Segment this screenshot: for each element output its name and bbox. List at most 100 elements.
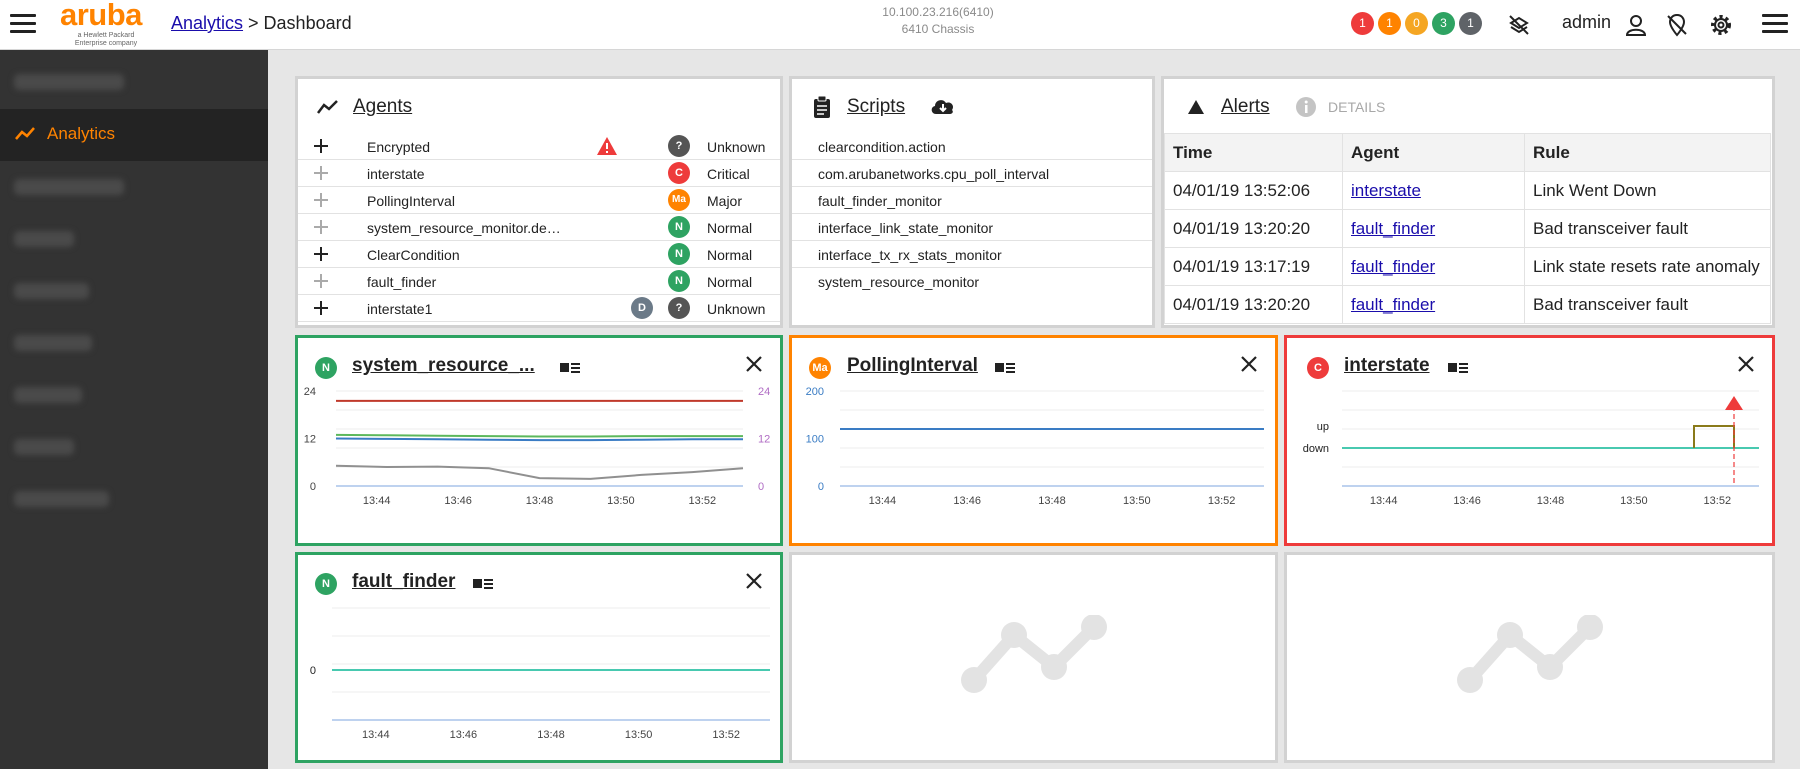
agent-status-circle: C [668, 162, 690, 184]
alerts-column-header[interactable]: Agent [1342, 133, 1525, 172]
agents-title[interactable]: Agents [353, 96, 413, 117]
sidebar-item-hidden-7[interactable] [0, 421, 268, 473]
alert-agent-link[interactable]: fault_finder [1351, 294, 1436, 314]
cloud-download-icon[interactable] [929, 95, 957, 117]
agent-row[interactable]: ClearCondition N Normal [298, 241, 780, 268]
alerts-cell: interstate [1342, 171, 1525, 210]
user-icon[interactable] [1623, 12, 1649, 38]
expand-plus-icon[interactable] [313, 246, 329, 262]
close-icon[interactable] [1736, 354, 1756, 374]
gear-icon[interactable] [1708, 12, 1734, 38]
agent-name: ClearCondition [367, 247, 460, 263]
sidebar-item-analytics[interactable]: Analytics [0, 109, 268, 161]
layers-off-icon[interactable] [1506, 12, 1532, 38]
y-tick-label: 100 [806, 434, 824, 446]
graph-legend-icon[interactable] [559, 361, 581, 375]
alert-count-badge[interactable]: 1 [1459, 12, 1482, 35]
empty-chart-placeholder-icon [961, 615, 1107, 693]
graph-legend-icon[interactable] [1447, 361, 1469, 375]
graph-legend-icon[interactable] [472, 577, 494, 591]
agent-status: Normal [707, 247, 753, 263]
alert-cell-text: Link state resets rate anomaly [1533, 256, 1760, 276]
chart-title[interactable]: fault_finder [352, 571, 456, 592]
alerts-title[interactable]: Alerts [1221, 96, 1270, 117]
script-row[interactable]: interface_link_state_monitor [792, 214, 1152, 241]
alert-cell-text: Bad transceiver fault [1533, 294, 1688, 314]
expand-plus-icon[interactable] [313, 165, 329, 181]
x-tick-label: 13:50 [607, 495, 635, 507]
script-row[interactable]: interface_tx_rx_stats_monitor [792, 241, 1152, 268]
x-tick-label: 13:48 [537, 729, 565, 741]
agent-row[interactable]: PollingInterval Ma Major [298, 187, 780, 214]
alerts-column-header[interactable]: Time [1164, 133, 1343, 172]
agents-panel: Agents Encrypted? Unknown interstate C Criti… [295, 76, 783, 328]
graph-legend-icon[interactable] [994, 361, 1016, 375]
alerts-table: Time Agent Rule 04/01/19 13:52:06 interstat… [1164, 133, 1771, 324]
expand-plus-icon[interactable] [313, 138, 329, 154]
breadcrumb-separator: > [243, 13, 264, 33]
alerts-cell: Link Went Down [1524, 171, 1771, 210]
alert-agent-link[interactable]: fault_finder [1351, 256, 1436, 276]
sidebar-item-hidden-2[interactable] [0, 161, 268, 213]
x-tick-label: 13:44 [362, 729, 390, 741]
sidebar-item-hidden-4[interactable] [0, 265, 268, 317]
agent-row[interactable]: fault_finder N Normal [298, 268, 780, 295]
sidebar-item-hidden-5[interactable] [0, 317, 268, 369]
scripts-title[interactable]: Scripts [847, 96, 906, 117]
x-tick-label: 13:48 [526, 495, 554, 507]
x-tick-label: 13:44 [869, 495, 897, 507]
alert-count-badge[interactable]: 0 [1405, 12, 1428, 35]
alert-agent-link[interactable]: fault_finder [1351, 218, 1436, 238]
menu-icon[interactable] [10, 14, 36, 34]
info-icon[interactable] [1295, 96, 1317, 118]
event-marker-triangle[interactable] [1725, 396, 1743, 410]
location-off-icon[interactable] [1664, 12, 1690, 38]
alert-count-badge[interactable]: 1 [1351, 12, 1374, 35]
x-tick-label: 13:46 [450, 729, 478, 741]
chart-title[interactable]: interstate [1344, 355, 1430, 376]
alert-count-badge[interactable]: 1 [1378, 12, 1401, 35]
chart-card-system-resource: N system_resource_... 13:44 13:46 13:48 13:… [295, 335, 783, 546]
expand-plus-icon[interactable] [313, 192, 329, 208]
agent-row[interactable]: interstate C Critical [298, 160, 780, 187]
script-row[interactable]: system_resource_monitor [792, 268, 1152, 295]
sidebar-item-hidden-6[interactable] [0, 369, 268, 421]
empty-chart-slot-1[interactable] [789, 552, 1278, 763]
x-tick-label: 13:52 [1208, 495, 1236, 507]
x-tick-label: 13:48 [1038, 495, 1066, 507]
close-icon[interactable] [744, 571, 764, 591]
more-menu-icon[interactable] [1762, 14, 1788, 34]
agent-name: interstate [367, 166, 425, 182]
chart-title[interactable]: system_resource_... [352, 355, 535, 376]
agent-row[interactable]: interstate1 D? Unknown [298, 295, 780, 322]
expand-plus-icon[interactable] [313, 219, 329, 235]
script-row[interactable]: com.arubanetworks.cpu_poll_interval [792, 160, 1152, 187]
script-row[interactable]: clearcondition.action [792, 133, 1152, 160]
expand-plus-icon[interactable] [313, 273, 329, 289]
details-button[interactable]: DETAILS [1328, 99, 1386, 115]
agent-status-circle: ? [668, 297, 690, 319]
sidebar-item-hidden-1[interactable] [0, 56, 268, 108]
script-row[interactable]: fault_finder_monitor [792, 187, 1152, 214]
y-tick-label-right: 0 [758, 481, 764, 493]
breadcrumb-current: Dashboard [263, 13, 352, 33]
agent-row[interactable]: system_resource_monitor.de… N Normal [298, 214, 780, 241]
chart-title[interactable]: PollingInterval [847, 355, 978, 376]
alert-agent-link[interactable]: interstate [1351, 180, 1421, 200]
alerts-column-header[interactable]: Rule [1524, 133, 1771, 172]
sidebar-item-hidden-3[interactable] [0, 213, 268, 265]
script-name: com.arubanetworks.cpu_poll_interval [818, 166, 1050, 182]
agent-row[interactable]: Encrypted? Unknown [298, 133, 780, 160]
chart-card-interstate: C interstate 13:44 13:46 13:48 13:50 13:52 up… [1284, 335, 1775, 546]
close-icon[interactable] [1239, 354, 1259, 374]
sidebar-item-hidden-8[interactable] [0, 473, 268, 525]
breadcrumb-analytics-link[interactable]: Analytics [171, 13, 244, 33]
agent-name: Encrypted [367, 139, 431, 155]
alert-count-badge[interactable]: 3 [1432, 12, 1455, 35]
close-icon[interactable] [744, 354, 764, 374]
expand-plus-icon[interactable] [313, 300, 329, 316]
empty-chart-slot-2[interactable] [1284, 552, 1775, 763]
script-name: interface_tx_rx_stats_monitor [818, 247, 1002, 263]
x-tick-label: 13:44 [363, 495, 391, 507]
